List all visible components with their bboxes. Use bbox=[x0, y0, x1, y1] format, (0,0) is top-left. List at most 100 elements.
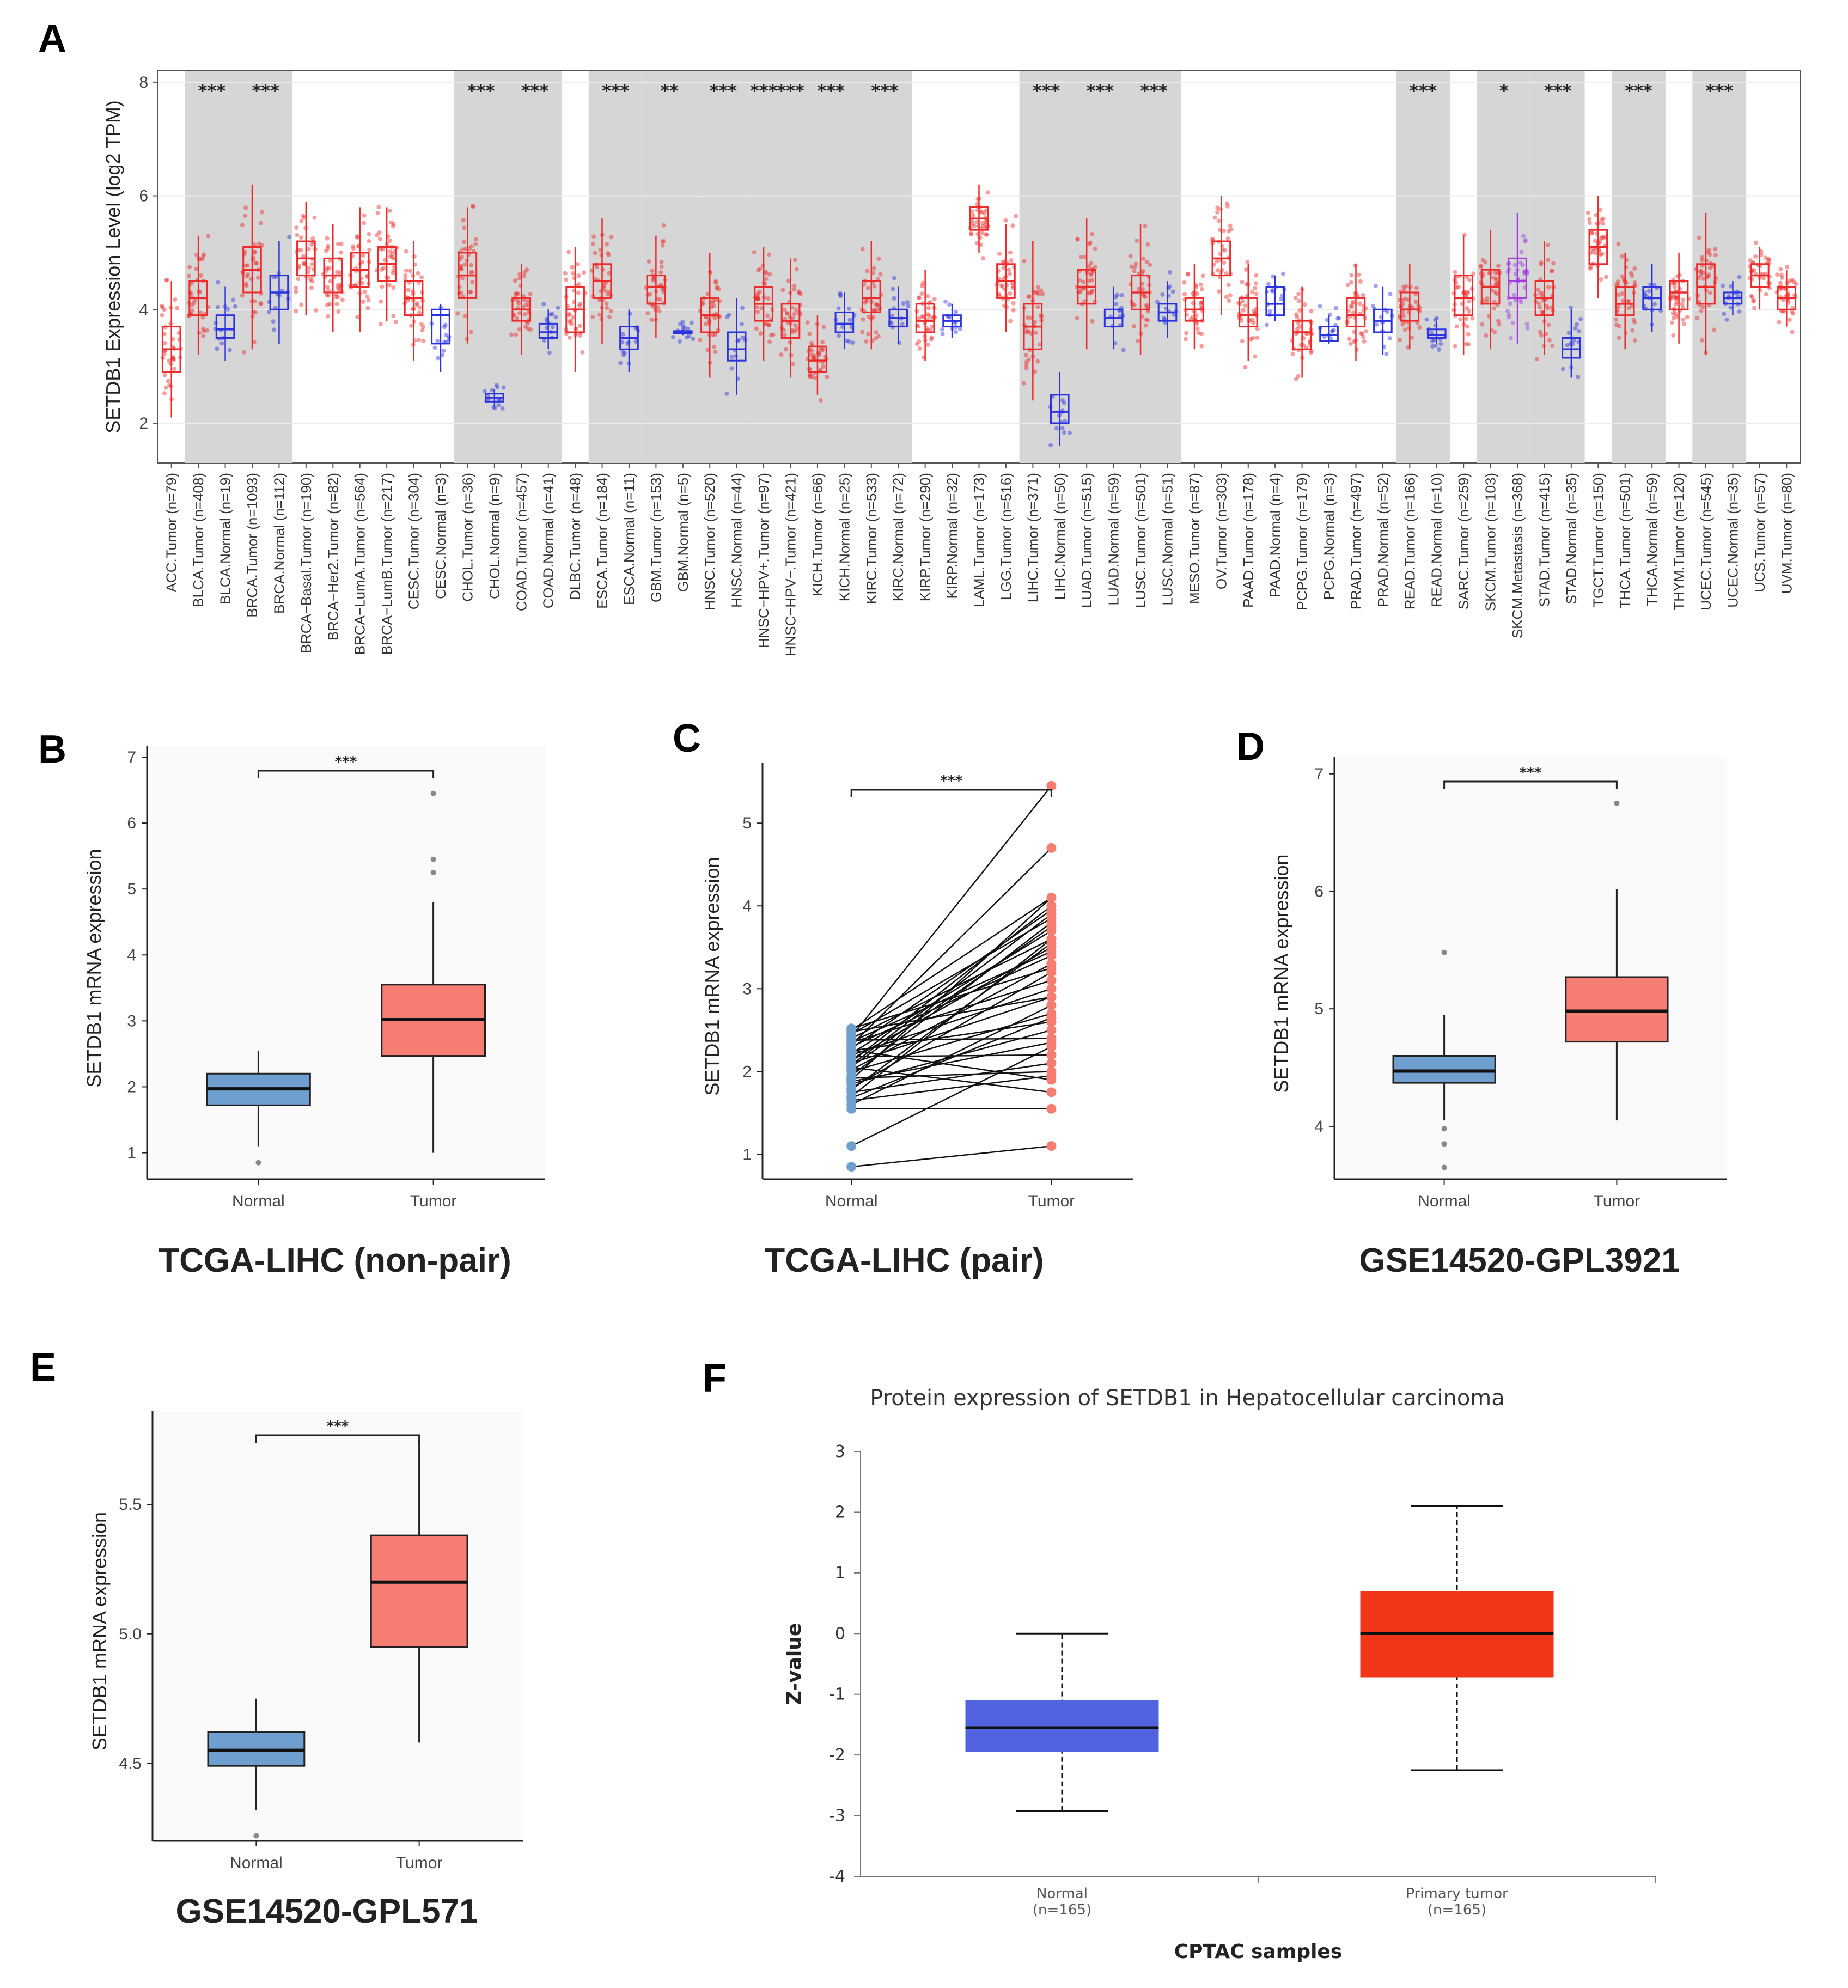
jitter-point bbox=[876, 334, 881, 339]
jitter-point bbox=[310, 236, 315, 241]
jitter-point bbox=[1453, 270, 1457, 275]
jitter-point bbox=[724, 391, 729, 396]
x-category-label: UCEC.Normal (n=35) bbox=[1724, 473, 1741, 608]
jitter-point bbox=[1438, 342, 1443, 346]
jitter-point bbox=[336, 242, 340, 247]
jitter-point bbox=[591, 234, 596, 239]
jitter-point bbox=[604, 301, 609, 306]
jitter-point bbox=[838, 294, 843, 298]
jitter-point bbox=[983, 219, 988, 224]
jitter-point bbox=[190, 302, 194, 307]
jitter-point bbox=[1035, 289, 1040, 294]
jitter-point bbox=[569, 321, 574, 326]
jitter-point bbox=[1078, 290, 1083, 295]
jitter-point bbox=[1724, 317, 1729, 322]
significance-marker: *** bbox=[252, 81, 279, 101]
jitter-point bbox=[1132, 303, 1137, 308]
jitter-point bbox=[1545, 306, 1550, 311]
jitter-point bbox=[379, 247, 383, 252]
jitter-point bbox=[969, 231, 974, 236]
jitter-point bbox=[460, 247, 465, 252]
jitter-point bbox=[240, 223, 245, 228]
jitter-point bbox=[1004, 283, 1009, 288]
jitter-point bbox=[578, 301, 583, 306]
y-axis-title: Z-value bbox=[783, 1623, 806, 1705]
jitter-point bbox=[1048, 443, 1053, 448]
box bbox=[1050, 394, 1070, 424]
jitter-point bbox=[1512, 263, 1517, 267]
jitter-point bbox=[1673, 312, 1678, 316]
jitter-point bbox=[1454, 285, 1459, 290]
normal-point bbox=[846, 1084, 857, 1095]
significance-marker: *** bbox=[1033, 81, 1060, 101]
box bbox=[1292, 320, 1312, 350]
panel-letter-e: E bbox=[30, 1346, 56, 1389]
jitter-point bbox=[1484, 333, 1489, 338]
jitter-point bbox=[375, 210, 380, 215]
significance-marker: *** bbox=[1410, 81, 1437, 101]
significance-marker: *** bbox=[818, 81, 845, 101]
jitter-point bbox=[1536, 288, 1541, 292]
jitter-point bbox=[1007, 267, 1011, 272]
outlier-point bbox=[1441, 1164, 1447, 1170]
jitter-point bbox=[327, 301, 332, 306]
jitter-point bbox=[794, 307, 798, 312]
jitter-point bbox=[866, 314, 871, 319]
jitter-point bbox=[442, 325, 447, 330]
jitter-point bbox=[462, 240, 467, 245]
jitter-point bbox=[1560, 367, 1565, 371]
jitter-point bbox=[378, 321, 383, 326]
jitter-point bbox=[929, 335, 934, 340]
jitter-point bbox=[406, 288, 411, 292]
jitter-point bbox=[567, 336, 572, 340]
jitter-point bbox=[1351, 310, 1356, 315]
jitter-point bbox=[1350, 301, 1355, 306]
box bbox=[1565, 976, 1669, 1043]
jitter-point bbox=[1000, 284, 1005, 289]
jitter-point bbox=[1385, 309, 1390, 314]
jitter-point bbox=[818, 398, 823, 403]
jitter-point bbox=[1540, 309, 1545, 314]
jitter-point bbox=[1565, 343, 1570, 348]
jitter-point bbox=[1400, 301, 1405, 306]
jitter-point bbox=[517, 276, 522, 281]
jitter-point bbox=[271, 319, 276, 324]
y-tick-label: 6 bbox=[1314, 883, 1324, 901]
jitter-point bbox=[756, 268, 761, 273]
tumor-point bbox=[1046, 1013, 1057, 1023]
jitter-point bbox=[792, 287, 797, 292]
jitter-point bbox=[1087, 278, 1091, 283]
box bbox=[1615, 286, 1635, 316]
jitter-point bbox=[714, 286, 719, 291]
chart-title: TCGA-LIHC (pair) bbox=[764, 1242, 1044, 1279]
jitter-point bbox=[571, 271, 576, 276]
plot-background bbox=[1334, 757, 1727, 1179]
pair-line bbox=[851, 1066, 1052, 1093]
jitter-point bbox=[1216, 218, 1221, 223]
panel-b-tcga-nonpair-chart: 1 2 3 4 5 6 7 SETDB1 mRNA expression Normal Tumor… bbox=[83, 746, 545, 1279]
jitter-point bbox=[1766, 257, 1771, 262]
x-category-label: BRCA.Tumor (n=1093) bbox=[244, 473, 260, 618]
jitter-point bbox=[1371, 303, 1376, 308]
jitter-point bbox=[327, 258, 332, 263]
jitter-point bbox=[1673, 295, 1678, 300]
jitter-point bbox=[974, 219, 979, 224]
jitter-point bbox=[864, 339, 869, 344]
jitter-point bbox=[313, 308, 318, 313]
jitter-point bbox=[771, 332, 776, 337]
jitter-point bbox=[1008, 272, 1013, 277]
jitter-point bbox=[970, 209, 975, 214]
jitter-point bbox=[651, 278, 656, 283]
jitter-point bbox=[1143, 295, 1148, 300]
jitter-point bbox=[1546, 285, 1551, 290]
jitter-point bbox=[1673, 281, 1678, 286]
jitter-point bbox=[1700, 270, 1705, 275]
jitter-point bbox=[1698, 273, 1703, 278]
tumor-point bbox=[1046, 975, 1057, 986]
jitter-point bbox=[575, 262, 580, 267]
jitter-point bbox=[767, 339, 772, 344]
jitter-point bbox=[1008, 250, 1013, 255]
x-category-label: BLCA.Normal (n=19) bbox=[217, 473, 234, 605]
jitter-point bbox=[1626, 298, 1631, 303]
jitter-point bbox=[1145, 318, 1150, 323]
